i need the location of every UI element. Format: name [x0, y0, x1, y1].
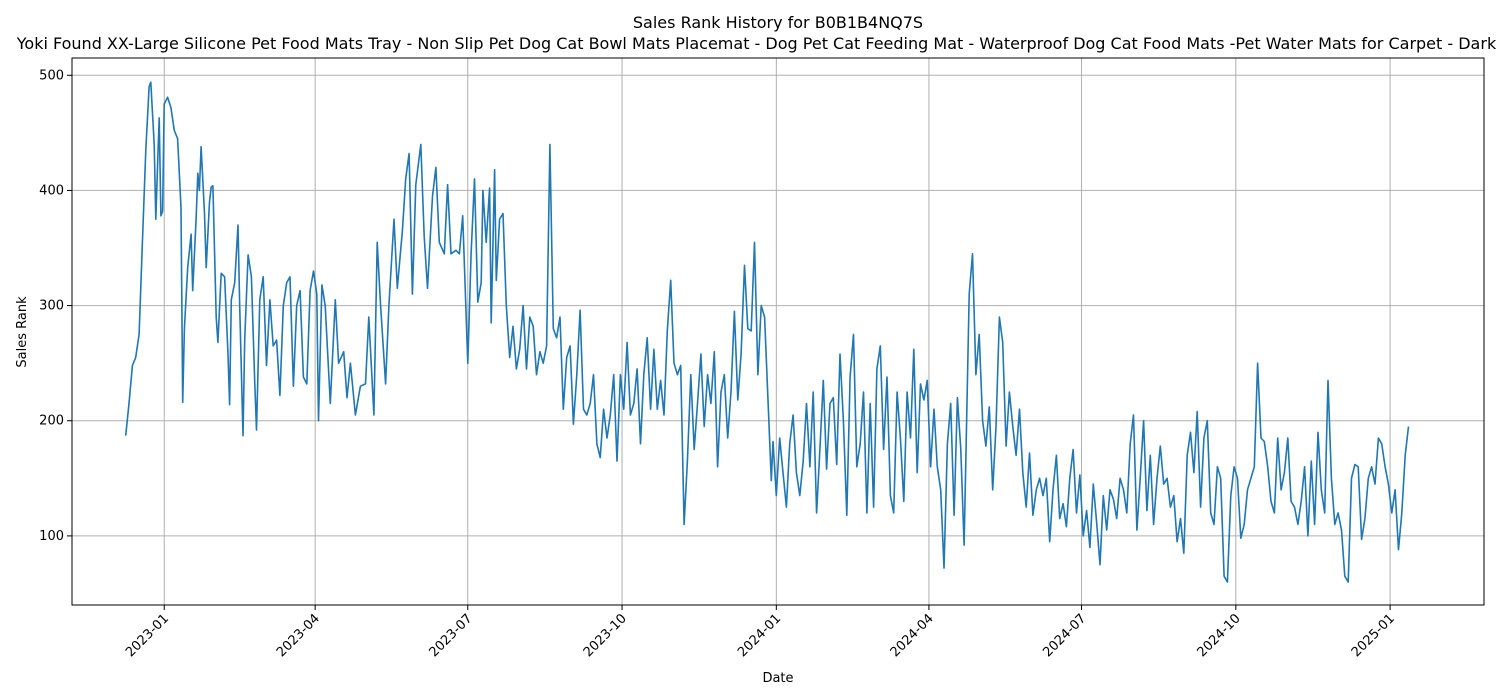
- y-tick-label: 400: [39, 183, 64, 198]
- axes: 100 200 300 400 500 2023-01 2023-04 2023-07 2023…: [39, 57, 1485, 660]
- x-tick-label: 2023-07: [427, 611, 476, 660]
- x-tick-label: 2025-01: [1349, 611, 1398, 660]
- x-tick-label: 2023-10: [581, 611, 630, 660]
- chart-subtitle: Yoki Found XX-Large Silicone Pet Food Ma…: [16, 34, 1500, 53]
- x-tick-label: 2024-07: [1040, 611, 1089, 660]
- y-tick-label: 100: [39, 529, 64, 544]
- sales-rank-line: [124, 81, 1410, 583]
- x-tick-label: 2024-01: [735, 611, 784, 660]
- x-tick-label: 2023-01: [123, 611, 172, 660]
- y-axis-label: Sales Rank: [15, 296, 30, 368]
- y-tick-label: 300: [39, 299, 64, 314]
- y-tick-label: 200: [39, 414, 64, 429]
- x-tick-label: 2024-04: [888, 611, 937, 660]
- series-lines: [124, 81, 1410, 583]
- x-tick-label: 2023-04: [274, 611, 323, 660]
- grid-lines: [72, 58, 1484, 605]
- chart-title: Sales Rank History for B0B1B4NQ7S: [633, 13, 923, 32]
- x-axis-label: Date: [762, 671, 793, 686]
- plot-frame: [71, 57, 1485, 606]
- y-tick-label: 500: [39, 68, 64, 83]
- x-tick-label: 2024-10: [1195, 611, 1244, 660]
